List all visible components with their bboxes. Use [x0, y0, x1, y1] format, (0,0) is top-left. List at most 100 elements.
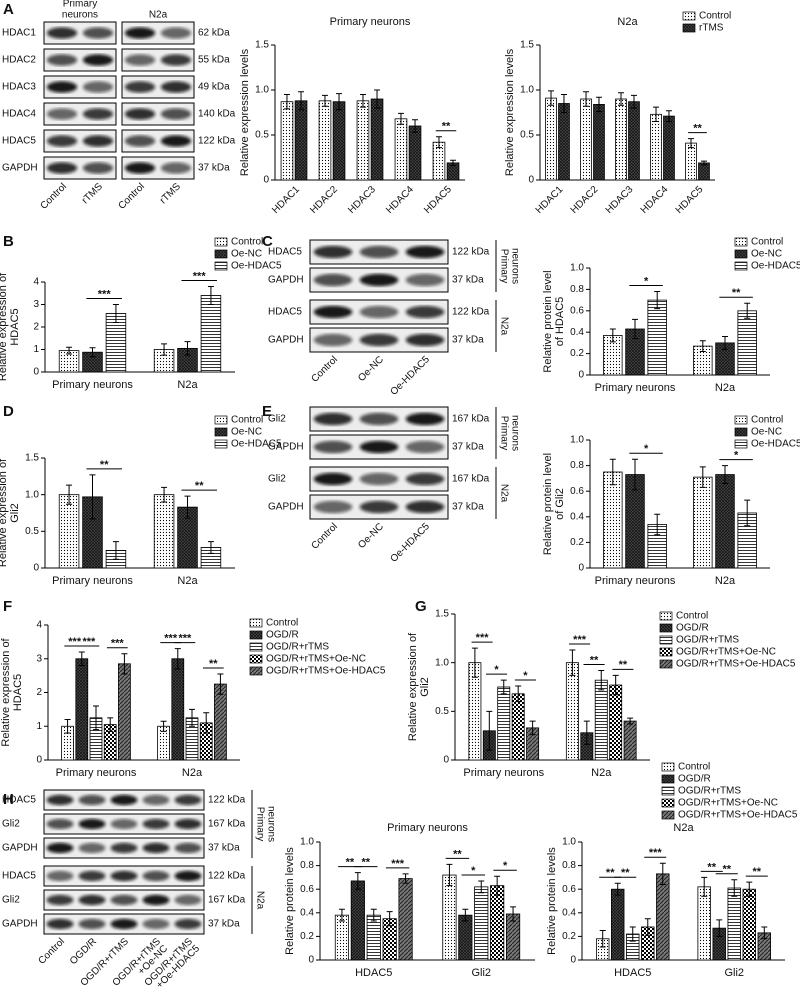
y-axis-title: of Gli2	[554, 488, 566, 520]
group-label: neurons	[509, 415, 520, 451]
legend-label: rTMS	[699, 23, 724, 34]
error-bar	[500, 679, 507, 695]
x-tick-label: HDAC2	[569, 184, 601, 216]
legend-label: Oe-HDAC5	[751, 261, 800, 272]
blot-size: 37 kDa	[452, 442, 484, 453]
blot-protein: HDAC5	[2, 871, 36, 882]
bar	[663, 115, 675, 181]
error-bar	[359, 94, 366, 108]
error-bar	[665, 110, 672, 122]
blot-band	[110, 918, 138, 930]
blot-band	[82, 27, 114, 39]
blot-size: 37 kDa	[208, 919, 240, 930]
error-bar	[435, 136, 442, 149]
group-label: Primary	[63, 0, 97, 10]
y-tick-label: 1.5	[520, 40, 534, 51]
significance-label: **	[100, 459, 109, 471]
error-bar	[701, 876, 708, 897]
significance-label: ***	[98, 288, 112, 300]
y-tick-label: 1.0	[300, 837, 314, 848]
panel-label: B	[3, 233, 14, 250]
legend-label: OGD/R+rTMS	[266, 642, 329, 653]
y-tick-label: 2	[33, 322, 39, 333]
blot-size: 167 kDa	[208, 819, 246, 830]
bar	[350, 880, 365, 961]
blot-band	[46, 870, 74, 882]
blot-band	[313, 245, 353, 259]
y-tick-label: 1.5	[25, 453, 39, 464]
error-bar	[583, 720, 590, 745]
significance-label: **	[722, 864, 731, 876]
error-bar	[632, 458, 638, 491]
blot-band	[359, 440, 399, 454]
blot-band	[359, 472, 399, 486]
error-bar	[338, 908, 345, 922]
error-bar	[722, 465, 728, 485]
legend-swatch	[734, 427, 748, 437]
x-tick-label: N2a	[715, 575, 736, 587]
legend-label: OGD/R	[676, 623, 709, 634]
significance-label: **	[346, 857, 355, 869]
y-tick-label: 4	[36, 620, 42, 631]
group-label: Primary	[498, 416, 509, 450]
significance-label: *	[503, 860, 508, 872]
significance-label: *	[471, 865, 476, 877]
bar	[334, 914, 350, 961]
blot-size: 122 kDa	[198, 136, 236, 147]
y-tick-label: 0.5	[25, 526, 39, 537]
y-tick-label: 1.0	[570, 435, 584, 446]
y-tick-label: 1.0	[570, 263, 584, 274]
bar	[594, 679, 608, 761]
y-tick-label: 3	[33, 299, 39, 310]
blot-band	[82, 108, 114, 120]
x-tick-label: Primary neurons	[52, 379, 133, 391]
bar	[650, 113, 662, 181]
error-bar	[612, 674, 619, 696]
bar	[474, 886, 489, 961]
blot-band	[78, 918, 106, 930]
error-bar	[569, 649, 576, 676]
legend-label: OGD/R+rTMS+Oe-HDAC5	[678, 810, 798, 821]
bar	[558, 103, 570, 181]
x-tick-label: Primary neurons	[56, 767, 137, 779]
blot-protein: HDAC5	[2, 136, 36, 147]
error-bar	[207, 286, 214, 305]
significance-label: **	[693, 123, 702, 135]
bar	[332, 101, 346, 181]
legend-label: Control	[676, 611, 708, 622]
bar	[118, 663, 131, 761]
significance-label: **	[362, 857, 371, 869]
panel-label: D	[3, 403, 14, 420]
blot-band	[359, 305, 399, 319]
blot-band	[359, 333, 399, 347]
lane-label: Control	[116, 181, 147, 212]
lane-label: Control	[36, 936, 67, 967]
y-tick-label: 0.8	[570, 284, 584, 295]
blot-band	[82, 81, 114, 93]
legend-swatch	[659, 635, 673, 645]
bar	[408, 125, 422, 181]
error-bar	[336, 93, 343, 111]
error-bar	[354, 872, 361, 890]
blot-protein: HDAC3	[2, 82, 36, 93]
x-tick-label: HDAC4	[384, 184, 416, 216]
y-axis-title: Relative expression levels	[239, 48, 251, 176]
blot-band	[110, 870, 138, 882]
bar	[656, 873, 670, 961]
bar	[294, 100, 308, 181]
bar	[511, 693, 525, 761]
bar	[442, 874, 457, 961]
y-tick-label: 3	[36, 653, 42, 664]
legend-swatch	[249, 618, 263, 628]
y-tick-label: 0	[578, 370, 584, 381]
y-tick-label: 4	[33, 277, 39, 288]
bar	[394, 118, 408, 181]
significance-label: **	[442, 121, 451, 133]
legend-swatch	[249, 666, 263, 676]
error-bar	[121, 653, 128, 675]
significance-label: **	[753, 866, 762, 878]
y-tick-label: 1.0	[435, 657, 449, 668]
blot-size: 37 kDa	[452, 335, 484, 346]
blot-size: 122 kDa	[452, 307, 490, 318]
lane-label: Control	[38, 181, 69, 212]
